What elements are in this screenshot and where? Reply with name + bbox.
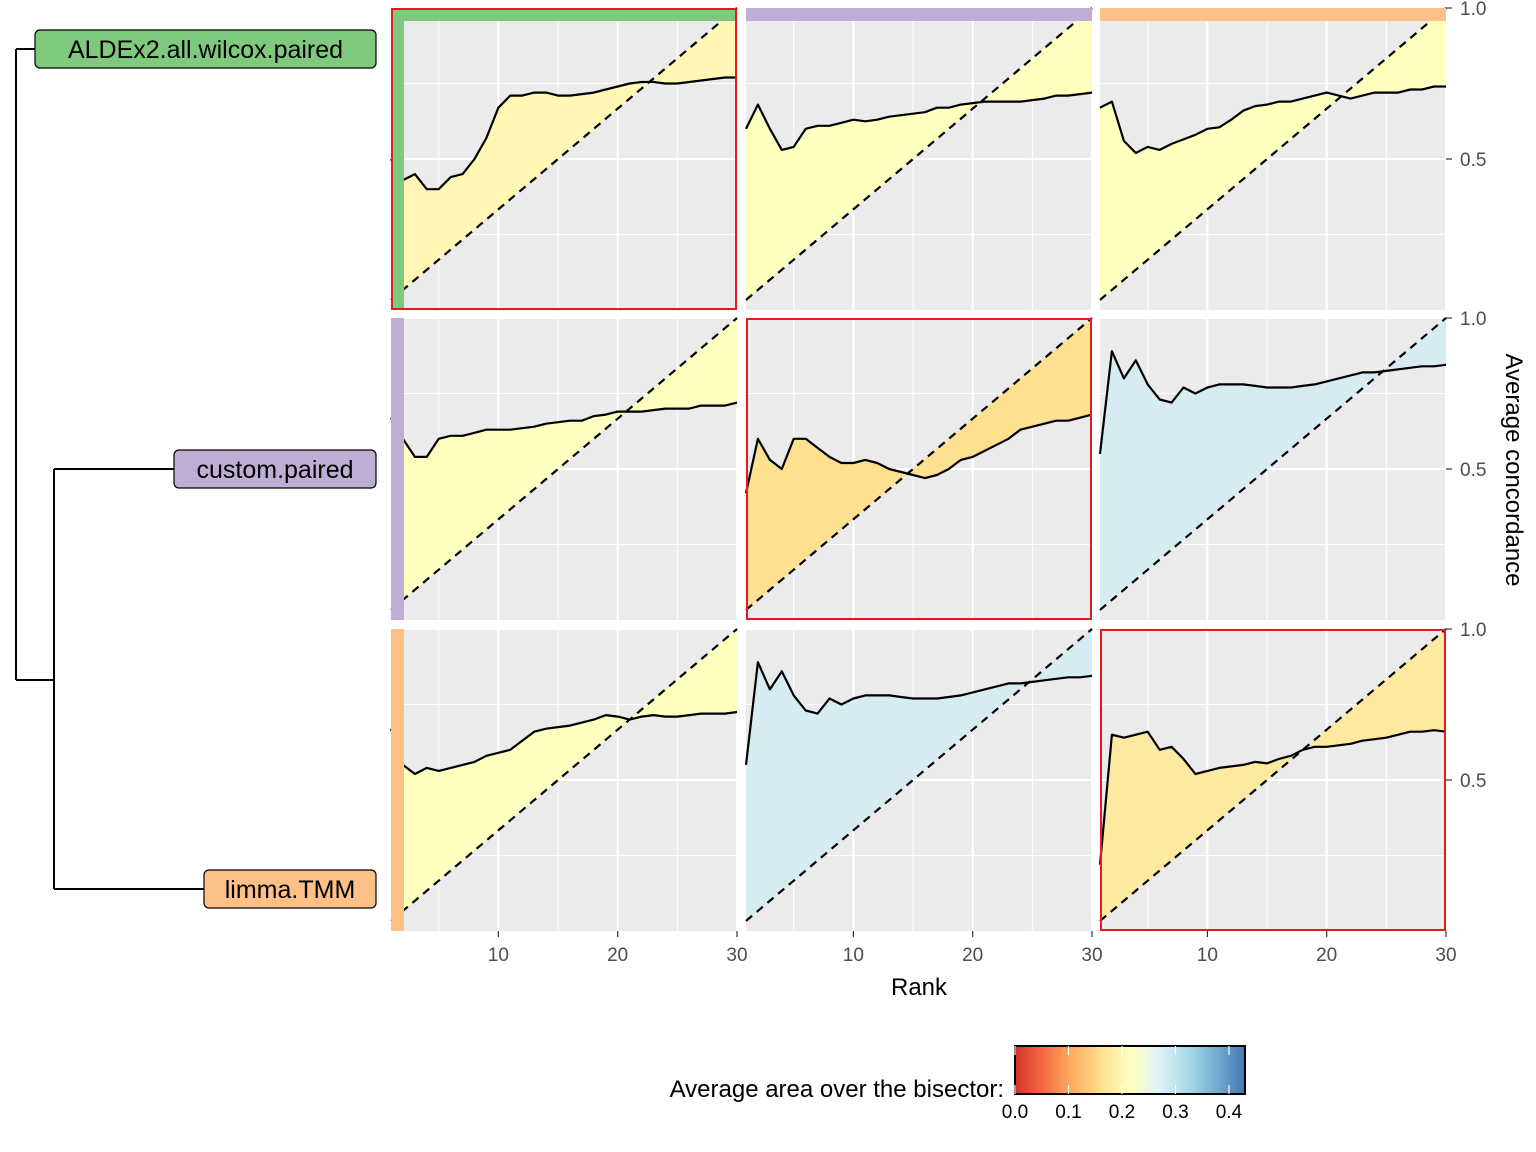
bisector-line xyxy=(745,317,1093,611)
x-tick-label: 30 xyxy=(1081,945,1102,966)
x-tick-label: 10 xyxy=(488,945,509,966)
method-label-0: ALDEx2.all.wilcox.paired xyxy=(34,29,377,69)
method-label-box xyxy=(173,449,377,489)
legend-colorbar xyxy=(1014,1045,1246,1095)
row-color-strip xyxy=(391,629,404,931)
bisector-line xyxy=(745,628,1093,922)
dendrogram xyxy=(15,48,204,890)
x-tick-label: 10 xyxy=(843,945,864,966)
y-tick-label: 1.0 xyxy=(1460,620,1486,641)
x-axis-title: Rank xyxy=(891,974,948,1001)
column-color-strip xyxy=(391,8,737,21)
legend-tick-label: 0.0 xyxy=(1002,1102,1028,1123)
method-label-1: custom.paired xyxy=(173,449,377,489)
column-color-strip xyxy=(746,8,1092,21)
concordance-line xyxy=(390,401,738,458)
color-legend: Average area over the bisector: 0.0 0.1 0.… xyxy=(670,1045,1246,1123)
bisector-line xyxy=(745,7,1093,301)
panel-1-2 xyxy=(1098,317,1447,620)
concordance-line xyxy=(745,91,1093,151)
panel-grid-lines xyxy=(391,628,738,931)
concordance-line xyxy=(389,710,738,776)
bisector-line xyxy=(1099,628,1447,922)
concordance-line xyxy=(744,413,1093,494)
concordance-line xyxy=(1099,85,1446,155)
method-label-text: ALDEx2.all.wilcox.paired xyxy=(68,36,343,64)
x-tick-label: 10 xyxy=(1197,945,1218,966)
x-tick-label: 20 xyxy=(962,945,983,966)
method-labels: ALDEx2.all.wilcox.paired custom.paired lim… xyxy=(34,29,377,909)
bisector-line xyxy=(390,628,738,922)
diagonal-highlight-border xyxy=(1100,629,1446,931)
legend-tick-label: 0.4 xyxy=(1216,1102,1243,1123)
method-label-box xyxy=(203,869,377,909)
y-tick-label: 1.0 xyxy=(1460,0,1486,20)
method-label-2: limma.TMM xyxy=(203,869,377,909)
x-tick-label: 30 xyxy=(726,945,747,966)
row-color-strip xyxy=(391,318,404,620)
concordance-line xyxy=(744,661,1093,766)
axes: 10 20 30 10 20 30 10 20 30 0.5 1.0 0.5 1.0 0.5 1.0 xyxy=(488,0,1487,966)
y-tick-label: 0.5 xyxy=(1460,771,1486,792)
y-tick-label: 0.5 xyxy=(1460,150,1486,171)
panel-2-0 xyxy=(389,628,738,931)
y-tick-label: 0.5 xyxy=(1460,460,1486,481)
y-tick-label: 1.0 xyxy=(1460,309,1486,330)
concordance-line xyxy=(1098,350,1447,455)
panel-0-2 xyxy=(1099,7,1447,310)
legend-tick-label: 0.1 xyxy=(1055,1102,1081,1123)
x-tick-label: 20 xyxy=(1316,945,1337,966)
panel-grid xyxy=(389,7,1447,931)
legend-tick-label: 0.2 xyxy=(1109,1102,1135,1123)
legend-title: Average area over the bisector: xyxy=(670,1076,1004,1103)
bisector-line xyxy=(1099,7,1447,301)
panel-0-0 xyxy=(390,7,738,310)
panel-2-2 xyxy=(1098,628,1447,931)
column-color-strip xyxy=(1100,8,1446,21)
panel-1-0 xyxy=(390,317,738,620)
panel-0-1 xyxy=(745,7,1093,310)
diagonal-highlight-border xyxy=(746,318,1092,620)
x-tick-label: 30 xyxy=(1435,945,1456,966)
x-tick-label: 20 xyxy=(607,945,628,966)
bisector-line xyxy=(1099,317,1447,611)
panel-2-1 xyxy=(744,628,1093,931)
concordance-line xyxy=(1098,729,1447,865)
row-color-strip xyxy=(391,8,404,310)
panel-grid-lines xyxy=(1100,317,1447,620)
bisector-line xyxy=(390,7,738,301)
method-label-text: custom.paired xyxy=(196,456,353,484)
concordance-line xyxy=(390,76,737,191)
method-label-box xyxy=(34,29,377,69)
panel-1-1 xyxy=(744,317,1093,620)
legend-tick-label: 0.3 xyxy=(1162,1102,1188,1123)
bisector-line xyxy=(390,317,738,611)
y-axis-title: Average concordance xyxy=(1500,353,1527,586)
method-label-text: limma.TMM xyxy=(225,876,356,904)
diagonal-highlight-border xyxy=(391,8,737,310)
